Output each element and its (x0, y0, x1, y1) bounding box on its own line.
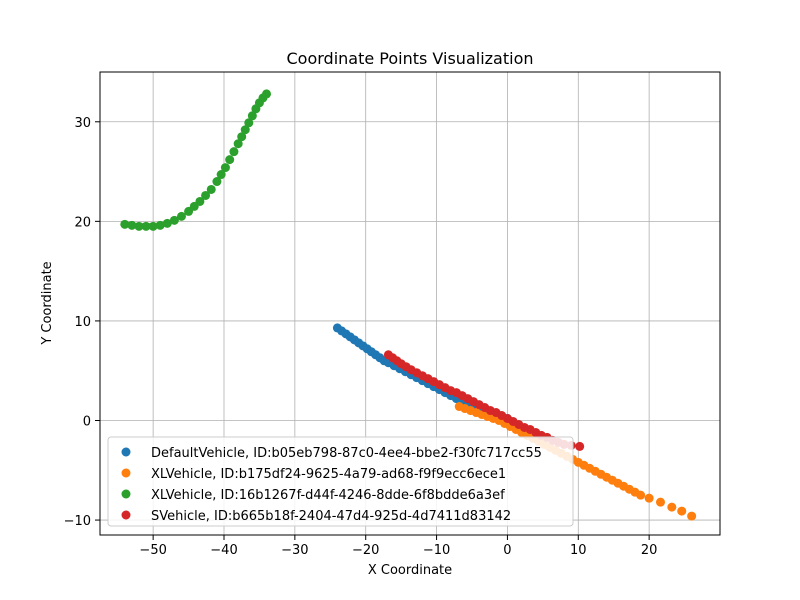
x-tick-label: 0 (503, 543, 511, 558)
plot-frame (99, 71, 721, 536)
legend-box (107, 436, 574, 527)
y-tick-label: 20 (74, 215, 91, 230)
legend-entry-3: SVehicle, ID:b665b18f-2404-47d4-925d-4d7… (151, 509, 511, 524)
series-2-point (141, 221, 151, 231)
x-tick-label: −20 (352, 543, 379, 558)
series-2-point (127, 220, 137, 230)
ticks-layer: −50 −40 −30 −20 −10 0 10 20 −10 0 10 20 30 (64, 116, 658, 558)
series-2-point (134, 221, 144, 231)
series-2-point (216, 170, 226, 180)
series-2-point (233, 139, 243, 149)
series-2-point (212, 177, 222, 187)
y-tick-label: 10 (74, 315, 91, 330)
series-2-point (195, 196, 205, 206)
series-2-point (176, 211, 186, 221)
x-tick-label: −10 (423, 543, 450, 558)
y-tick-label: 30 (74, 116, 91, 131)
x-tick-label: 20 (641, 543, 658, 558)
series-2-point (169, 215, 179, 225)
series-1-point (636, 490, 646, 500)
series-2-point (155, 220, 165, 230)
series-2-point (237, 132, 247, 142)
series-2-point (162, 218, 172, 228)
series-2-point (244, 118, 254, 128)
series-1-point (667, 502, 677, 512)
x-tick-label: −30 (281, 543, 308, 558)
y-tick-label: 0 (83, 414, 91, 429)
x-tick-label: 10 (570, 543, 587, 558)
series-1-point (677, 506, 687, 516)
legend-marker-1 (121, 468, 131, 478)
series-1-point (644, 493, 654, 503)
x-tick-label: −40 (210, 543, 237, 558)
series-2-point (247, 111, 257, 121)
series-2-point (229, 147, 239, 157)
legend-marker-0 (121, 447, 131, 457)
series-3-point (575, 441, 585, 451)
legend: DefaultVehicle, ID:b05eb798-87c0-4ee4-bb… (107, 436, 574, 527)
legend-entry-1: XLVehicle, ID:b175df24-9625-4a79-ad68-f9… (151, 467, 506, 482)
series-2-point (201, 190, 211, 200)
series-1-point (687, 511, 697, 521)
points-layer (120, 89, 697, 521)
series-2-point (148, 221, 158, 231)
chart-title: Coordinate Points Visualization (286, 49, 533, 68)
legend-marker-2 (121, 489, 131, 499)
series-1-point (655, 497, 665, 507)
series-2-point (206, 184, 216, 194)
series-2-point (220, 163, 230, 173)
series-2-point (240, 125, 250, 135)
y-axis-label: Y Coordinate (40, 261, 55, 345)
series-2-point (120, 219, 130, 229)
series-2-point (262, 89, 272, 99)
x-axis-label: X Coordinate (368, 563, 452, 578)
x-tick-label: −50 (139, 543, 166, 558)
legend-entry-2: XLVehicle, ID:16b1267f-d44f-4246-8dde-6f… (151, 488, 505, 503)
y-tick-label: −10 (64, 514, 91, 529)
legend-entry-0: DefaultVehicle, ID:b05eb798-87c0-4ee4-bb… (151, 446, 542, 461)
series-2-point (225, 155, 235, 165)
legend-marker-3 (121, 510, 131, 520)
